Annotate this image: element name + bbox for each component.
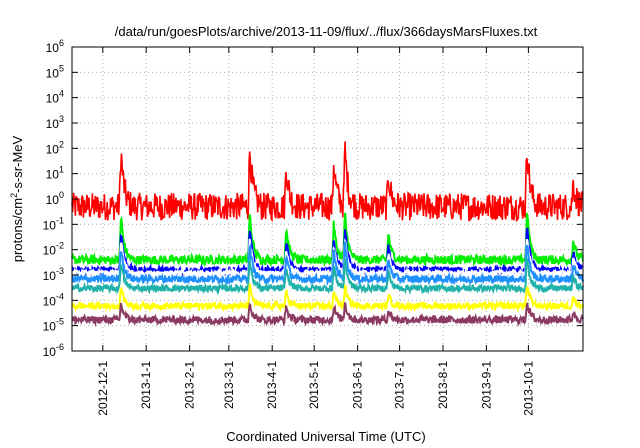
y-tick-label: 101: [46, 165, 64, 182]
series-line-3: [71, 227, 584, 278]
x-tick-label: 2012-12-1: [96, 361, 110, 416]
x-tick-label: 2013-3-1: [222, 361, 236, 409]
y-tick-label: 104: [46, 89, 64, 106]
x-tick-label: 2013-2-1: [183, 361, 197, 409]
y-tick-label: 10-2: [43, 241, 64, 258]
series-line-2: [71, 212, 584, 268]
y-tick-label: 102: [46, 139, 64, 156]
y-axis: 10-6 10-5 10-4 10-3 10-2 10-1 100 101 102 103 104 1…: [43, 38, 583, 359]
series-line-4: [71, 237, 584, 280]
series-line-6: [71, 257, 584, 296]
y-tick-label: 10-5: [43, 317, 64, 334]
x-tick-label: 2013-4-1: [265, 361, 279, 409]
y-axis-title: protons/cm2-s-sr-MeV: [9, 135, 25, 262]
y-tick-label: 10-1: [43, 215, 64, 232]
x-tick-label: 2013-6-1: [351, 361, 365, 409]
y-tick-label: 10-6: [43, 342, 64, 359]
x-tick-label: 2013-8-1: [436, 361, 450, 409]
x-tick-label: 2013-9-1: [479, 361, 493, 409]
series-line-8: [71, 302, 584, 328]
series-line-7: [71, 283, 584, 313]
y-tick-label: 106: [46, 38, 64, 55]
y-tick-label: 10-3: [43, 266, 64, 283]
x-axis-title: Coordinated Universal Time (UTC): [226, 429, 425, 444]
series-line-1: [71, 141, 584, 223]
x-tick-label: 2013-10-1: [521, 361, 535, 416]
y-tick-label: 10-4: [43, 291, 64, 308]
y-tick-label: 103: [46, 114, 64, 131]
chart-title: /data/run/goesPlots/archive/2013-11-09/f…: [115, 24, 538, 39]
x-tick-label: 2013-5-1: [307, 361, 321, 409]
y-tick-label: 100: [46, 190, 64, 207]
x-axis: 2012-12-1 2013-1-1 2013-2-1 2013-3-1 2013-4-…: [96, 47, 535, 416]
x-tick-label: 2013-1-1: [139, 361, 153, 409]
series-group: [71, 141, 584, 328]
x-tick-label: 2013-7-1: [393, 361, 407, 409]
y-tick-label: 105: [46, 63, 64, 80]
series-line-5: [71, 241, 584, 287]
